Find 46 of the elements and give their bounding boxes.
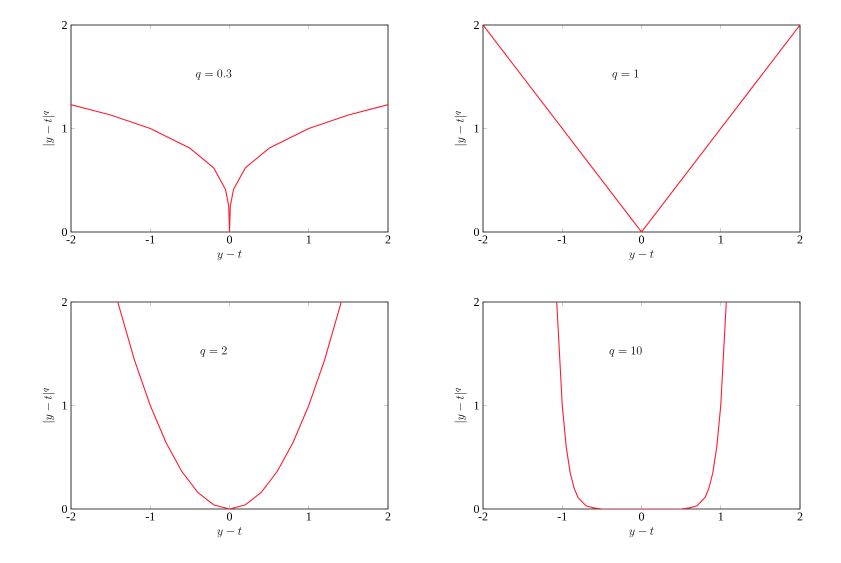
x-tick-label: -1 [558,236,567,244]
x-axis-title: $y-t$ [629,250,654,260]
x-tick-label: 2 [386,512,390,520]
y-axis-title: $|y-t|^q$ [42,388,55,422]
y-axis-title: $|y-t|^q$ [454,111,467,146]
y-axis-title: $|y-t|^q$ [42,111,55,146]
x-tick-label: -2 [66,236,76,244]
line-series [71,104,388,232]
x-tick-label: 1 [718,236,724,244]
y-tick-label: 2 [62,21,67,29]
annotation: $q=2$ [200,346,227,357]
y-tick-label: 2 [474,21,479,29]
x-tick-label: -1 [146,512,155,520]
x-axis-title: $y-t$ [217,250,242,260]
x-tick-label: -1 [558,512,567,520]
x-tick-label: -2 [478,512,488,520]
annotation: $q=10$ [610,346,642,357]
y-tick-label: 2 [474,298,479,306]
annotation: $q=1$ [612,69,638,80]
x-tick-label: -1 [146,236,155,244]
line-series [117,302,342,509]
x-tick-label: 1 [306,236,312,244]
x-tick-label: 0 [638,512,644,521]
x-tick-label: -2 [66,512,76,520]
x-tick-label: 1 [306,512,312,520]
y-tick-label: 0 [474,504,480,514]
x-tick-label: 0 [226,512,232,521]
x-tick-label: 2 [798,236,802,244]
y-tick-label: 1 [474,402,479,410]
x-tick-label: 0 [226,236,232,244]
annotation: $q=0.3$ [196,69,232,80]
x-axis-title: $y-t$ [629,527,654,538]
x-tick-label: 1 [718,512,724,520]
x-tick-label: 0 [638,236,644,244]
y-tick-label: 0 [62,228,68,236]
y-tick-label: 0 [474,228,480,236]
y-tick-label: 1 [62,402,67,410]
x-tick-label: 2 [386,236,390,244]
y-tick-label: 2 [62,298,67,306]
y-tick-label: 1 [474,124,479,132]
y-axis-title: $|y-t|^q$ [454,388,467,422]
x-tick-label: -2 [478,236,488,244]
x-axis-title: $y-t$ [217,527,242,538]
y-tick-label: 1 [62,124,67,132]
y-tick-label: 0 [62,504,68,514]
x-tick-label: 2 [798,512,802,520]
